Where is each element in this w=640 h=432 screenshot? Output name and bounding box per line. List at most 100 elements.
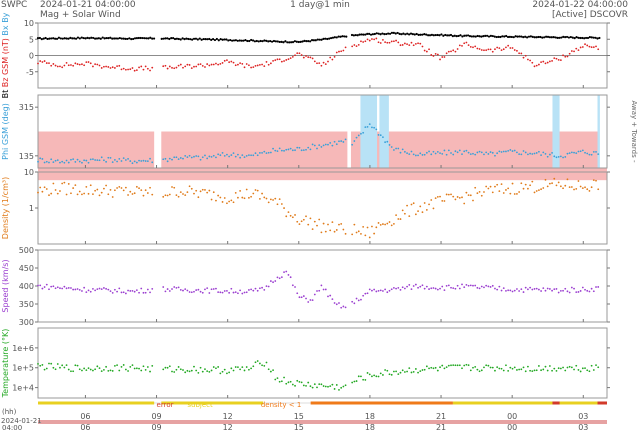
data-point	[252, 289, 255, 292]
data-point	[212, 63, 215, 66]
data-point	[92, 65, 94, 68]
data-point	[568, 186, 571, 189]
data-point	[294, 214, 296, 216]
data-point	[489, 48, 492, 51]
data-point	[311, 57, 314, 60]
data-point	[204, 189, 206, 191]
y-tick-label: 1	[29, 204, 34, 213]
data-point	[476, 47, 479, 50]
data-point	[72, 370, 75, 373]
data-point	[458, 44, 461, 47]
data-point	[439, 58, 441, 61]
data-point	[446, 34, 449, 37]
data-point	[298, 380, 301, 383]
data-point	[443, 367, 446, 370]
data-point	[201, 65, 204, 67]
data-point	[193, 155, 195, 158]
data-point	[265, 152, 268, 155]
data-point	[305, 297, 307, 300]
data-point	[379, 224, 382, 226]
data-point	[467, 364, 470, 367]
data-point	[450, 50, 452, 53]
data-point	[113, 37, 116, 40]
data-point	[421, 45, 424, 48]
data-point	[67, 64, 70, 67]
data-point	[518, 368, 521, 371]
data-point	[557, 58, 560, 61]
data-point	[133, 367, 136, 370]
data-point	[502, 150, 505, 153]
data-point	[300, 381, 303, 384]
data-point	[360, 232, 362, 235]
data-point	[70, 192, 72, 195]
data-point	[472, 35, 475, 38]
flag-segment	[161, 401, 264, 405]
data-point	[52, 161, 55, 164]
y-tick-label: 10	[24, 19, 34, 28]
data-point	[382, 223, 384, 225]
data-point	[483, 153, 485, 156]
data-point	[400, 33, 403, 36]
data-point	[265, 61, 268, 63]
data-point	[338, 50, 340, 53]
data-point	[146, 67, 149, 70]
data-point	[78, 37, 81, 40]
data-point	[450, 152, 452, 154]
data-point	[267, 63, 270, 66]
data-point	[133, 290, 136, 293]
data-point	[305, 40, 308, 43]
data-point	[485, 185, 488, 188]
data-point	[559, 367, 562, 370]
data-point	[388, 221, 391, 223]
data-point	[54, 287, 57, 290]
data-point	[245, 63, 248, 65]
data-point	[474, 45, 477, 48]
data-point	[267, 40, 270, 43]
data-point	[406, 152, 408, 155]
data-point	[162, 286, 165, 288]
data-point	[553, 177, 556, 180]
data-point	[524, 286, 527, 289]
data-point	[377, 134, 380, 136]
data-point	[140, 369, 143, 372]
data-point	[377, 375, 380, 378]
data-point	[215, 367, 217, 370]
data-point	[386, 41, 389, 44]
data-point	[395, 39, 397, 42]
data-point	[98, 64, 101, 67]
data-point	[373, 232, 376, 235]
data-point	[555, 369, 558, 372]
data-point	[52, 285, 55, 288]
data-point	[164, 64, 167, 67]
data-point	[410, 41, 413, 44]
data-point	[556, 36, 559, 39]
data-point	[456, 364, 459, 367]
data-point	[105, 65, 108, 68]
data-point	[139, 36, 142, 40]
data-point	[239, 190, 242, 192]
data-point	[267, 201, 270, 204]
data-point	[223, 197, 226, 199]
data-point	[403, 42, 406, 45]
data-point	[461, 283, 463, 286]
data-point	[447, 50, 450, 53]
data-point	[439, 287, 441, 290]
data-point	[362, 378, 365, 381]
data-point	[113, 364, 116, 367]
data-point	[562, 54, 564, 57]
data-point	[142, 68, 145, 71]
data-point	[318, 38, 321, 41]
data-point	[512, 36, 515, 39]
data-point	[493, 35, 496, 38]
data-point	[434, 197, 437, 200]
data-point	[516, 288, 518, 290]
data-point	[42, 37, 45, 40]
data-point	[398, 32, 401, 35]
data-point	[320, 64, 323, 67]
data-point	[463, 34, 466, 37]
data-point	[131, 162, 134, 165]
data-point	[494, 287, 496, 290]
data-point	[546, 287, 549, 290]
data-point	[480, 369, 483, 372]
data-point	[419, 285, 422, 288]
